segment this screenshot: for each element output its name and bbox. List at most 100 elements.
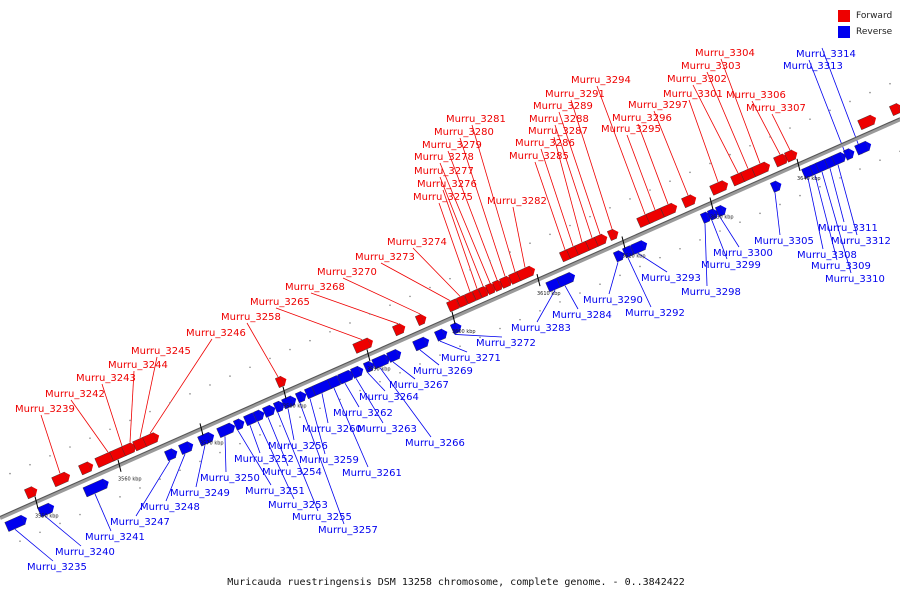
leader-line [44, 515, 82, 547]
guide-dot [859, 168, 861, 170]
guide-dot [99, 504, 101, 507]
reverse-gene-murru-3254 [262, 404, 276, 418]
legend-reverse: Reverse [838, 24, 898, 39]
forward-gene-label: Murru_3303 [681, 61, 741, 72]
leader-line [419, 349, 440, 366]
reverse-gene-murru-3314 [854, 140, 872, 156]
forward-gene-murru-3282-box [516, 265, 534, 282]
reverse-gene-murru-3290-arrowhead [618, 250, 625, 260]
guide-dot [589, 215, 591, 218]
reverse-gene-label: Murru_3262 [333, 408, 393, 419]
leader-line [380, 262, 451, 302]
forward-gene-murru-3273-box [446, 298, 460, 313]
leader-line [367, 372, 386, 392]
forward-gene-murru-3296 [660, 202, 678, 218]
guide-dot [289, 348, 291, 351]
leader-line [392, 361, 416, 380]
forward-gene-label: Murru_3265 [250, 297, 310, 308]
guide-dot [439, 354, 441, 356]
scale-tick-label: 3550 kbp [35, 513, 59, 519]
leader-line [139, 356, 158, 439]
guide-dot [279, 425, 281, 427]
leader-line [771, 113, 791, 151]
guide-dot [189, 393, 191, 395]
backbone-edge [0, 117, 900, 517]
reverse-gene-label: Murru_3309 [811, 261, 871, 272]
reverse-gene-murru-3240 [37, 502, 55, 518]
leader-line [837, 164, 858, 236]
reverse-gene-murru-3250-box [216, 422, 234, 438]
leader-line [287, 408, 295, 441]
guide-dot [219, 451, 221, 454]
backbone-line [0, 117, 900, 520]
forward-gene-label: Murru_3282 [487, 196, 547, 207]
reverse-gene-murru-3267-box [386, 349, 400, 363]
guide-dot [629, 198, 631, 200]
reverse-gene-murru-3267-arrowhead [395, 349, 402, 359]
guide-dot [669, 180, 671, 182]
reverse-gene-murru-3271 [434, 328, 448, 342]
forward-gene-label: Murru_3286 [515, 138, 575, 149]
forward-gene-murru-3270-arrowhead [420, 314, 427, 324]
reverse-gene-label: Murru_3300 [713, 248, 773, 259]
scale-tick [709, 197, 714, 210]
guide-dot [179, 469, 181, 472]
leader-line [554, 124, 593, 238]
forward-gene-extra-arrowhead [87, 461, 94, 471]
reverse-gene-murru-3305 [769, 180, 782, 193]
guide-dot [339, 398, 341, 401]
reverse-gene-murru-3249 [197, 431, 215, 447]
reverse-gene-label: Murru_3253 [268, 500, 328, 511]
forward-gene-label: Murru_3301 [663, 89, 723, 100]
guide-dot [889, 82, 891, 85]
leader-line [101, 383, 123, 447]
reverse-gene-murru-3248-box [178, 441, 192, 455]
reverse-gene-murru-3300 [714, 204, 727, 218]
reverse-gene-murru-3313 [842, 148, 855, 161]
guide-dot [409, 295, 411, 298]
reverse-gene-murru-3252-box [243, 412, 257, 427]
forward-gene-label: Murru_3243 [76, 373, 136, 384]
reverse-gene-murru-3241 [82, 478, 109, 498]
reverse-gene-murru-3272-box [449, 322, 461, 335]
guide-dot [659, 256, 661, 259]
scale-tick [366, 349, 371, 362]
forward-gene-label: Murru_3295 [601, 124, 661, 135]
reverse-gene-label: Murru_3269 [413, 366, 473, 377]
guide-dot [169, 401, 171, 404]
reverse-gene-murru-3251 [232, 418, 245, 431]
forward-gene-murru-3296-box [660, 202, 676, 218]
guide-dot [359, 389, 361, 392]
reverse-gene-murru-3241-box [82, 478, 108, 498]
reverse-gene-murru-3235-box [4, 514, 26, 532]
reverse-gene-label: Murru_3292 [625, 308, 685, 319]
reverse-gene-label: Murru_3256 [268, 441, 328, 452]
guide-dot [549, 233, 551, 236]
reverse-gene-murru-3240-arrowhead [48, 503, 55, 513]
scale-ticks: 3550 kbp 3560 kbp 3570 kbp 3580 kbp 3590 kbp… [34, 158, 821, 519]
guide-dot [639, 265, 641, 268]
reverse-gene-murru-3255 [272, 400, 285, 413]
reverse-gene-label: Murru_3271 [441, 353, 501, 364]
forward-gene-label: Murru_3287 [528, 126, 588, 137]
forward-gene-label: Murru_3291 [545, 89, 605, 100]
reverse-gene-murru-3305-arrowhead [775, 180, 782, 191]
guide-dot [229, 375, 231, 377]
legend-reverse-label: Reverse [856, 26, 893, 37]
forward-gene-label: Murru_3246 [186, 328, 246, 339]
guide-dot [529, 242, 531, 245]
forward-gene-murru-3282 [516, 265, 536, 282]
reverse-gene-label: Murru_3249 [170, 488, 230, 499]
reverse-gene-murru-3253-box [252, 409, 264, 422]
reverse-gene-murru-3293-arrowhead [641, 240, 648, 250]
guide-dot [709, 162, 711, 165]
scale-tick-label: 3570 kbp [200, 440, 224, 446]
reverse-gene-murru-3257-arrowhead [300, 391, 307, 401]
forward-gene-murru-3239-box [51, 471, 69, 488]
reverse-gene-murru-3235 [4, 514, 27, 532]
leader-line [149, 338, 213, 434]
reverse-gene-murru-3240-box [37, 502, 53, 518]
reverse-gene-label: Murru_3310 [825, 274, 885, 285]
scale-tick-label: 3640 kbp [797, 176, 821, 182]
reverse-gene-murru-3250 [216, 422, 236, 438]
